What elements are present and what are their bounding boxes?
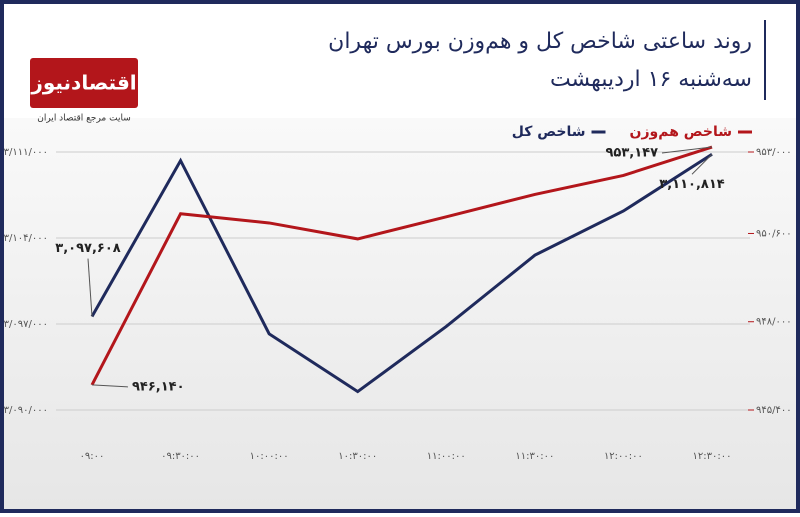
x-tick-label: ۱۲:۰۰:۰۰ — [604, 451, 643, 462]
y2-tick-label: ۹۴۸/۰۰۰ — [756, 317, 792, 328]
y2-tick-label: ۹۴۵/۴۰۰ — [756, 405, 792, 416]
legend-label: شاخص کل — [512, 124, 586, 140]
series-line — [90, 153, 713, 394]
x-tick-label: ۰۹:۰۰ — [80, 451, 105, 462]
logo-box — [30, 58, 138, 108]
y2-tick-label: ۹۵۳/۰۰۰ — [756, 147, 792, 158]
x-tick-label: ۱۲:۳۰:۰۰ — [693, 451, 732, 462]
label-leader — [661, 146, 713, 154]
y-tick-label: ۳/۱۰۴/۰۰۰ — [4, 233, 48, 244]
x-tick-label: ۱۱:۰۰:۰۰ — [427, 451, 466, 462]
x-tick-label: ۱۰:۰۰:۰۰ — [250, 451, 289, 462]
x-tick-label: ۱۱:۳۰:۰۰ — [515, 451, 554, 462]
data-label: ۳,۱۱۰,۸۱۴ — [659, 177, 724, 192]
chart-subtitle: سه‌شنبه ۱۶ اردیبهشت — [550, 67, 752, 92]
logo-tagline: سایت مرجع اقتصاد ایران — [37, 114, 131, 124]
label-leader — [91, 384, 129, 388]
data-label: ۹۵۳,۱۴۷ — [605, 146, 658, 161]
data-label: ۳,۰۹۷,۶۰۸ — [55, 241, 120, 256]
y-tick-label: ۳/۱۱۱/۰۰۰ — [4, 147, 48, 158]
logo-name: اقتصادنیوز — [30, 71, 136, 95]
y-tick-label: ۳/۰۹۰/۰۰۰ — [4, 405, 48, 416]
label-leader — [87, 258, 93, 317]
y-tick-label: ۳/۰۹۷/۰۰۰ — [4, 319, 48, 330]
legend-label: شاخص هم‌وزن — [630, 124, 732, 140]
data-label: ۹۴۶,۱۴۰ — [132, 379, 185, 394]
x-tick-label: ۰۹:۳۰:۰۰ — [161, 451, 200, 462]
x-tick-label: ۱۰:۳۰:۰۰ — [338, 451, 377, 462]
chart-title: روند ساعتی شاخص کل و هم‌وزن بورس تهران — [328, 29, 752, 54]
label-leader — [691, 153, 713, 175]
y2-tick-label: ۹۵۰/۶۰۰ — [756, 228, 792, 239]
series-line — [90, 145, 713, 386]
